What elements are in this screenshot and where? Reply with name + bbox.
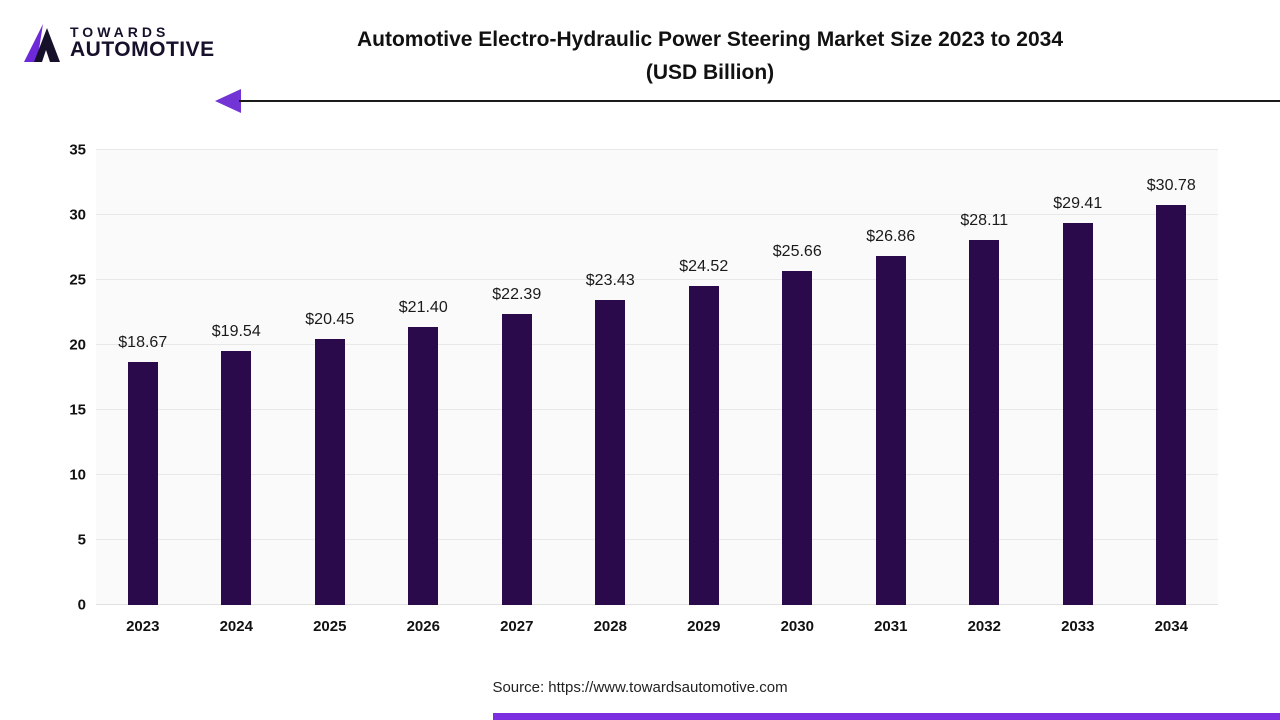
gridline xyxy=(96,604,1218,605)
gridline xyxy=(96,149,1218,150)
brand-logo-icon xyxy=(22,22,62,64)
y-tick-label: 20 xyxy=(69,336,86,354)
bar xyxy=(127,362,158,605)
plot-area: $18.67 2023 $19.54 2024 $20.45 2025 $21.40 2026… xyxy=(96,149,1219,650)
bar-column: $29.41 2033 xyxy=(1031,150,1125,635)
bar-value-label: $22.39 xyxy=(492,285,542,303)
bar-column: $30.78 2034 xyxy=(1125,150,1219,635)
bar-value-label: $30.78 xyxy=(1146,176,1196,194)
source-text: Source: https://www.towardsautomotive.co… xyxy=(492,679,788,696)
bar-column: $25.66 2030 xyxy=(751,150,845,635)
bar-column: $18.67 2023 xyxy=(96,150,190,635)
bottom-accent-strip xyxy=(492,713,1280,720)
x-tick-label: 2030 xyxy=(780,618,814,635)
bar xyxy=(1156,204,1187,605)
bar xyxy=(595,300,626,605)
y-axis: 0 5 10 15 20 25 30 35 xyxy=(58,142,96,614)
bar-value-label: $26.86 xyxy=(866,227,916,245)
bar-value-label: $19.54 xyxy=(211,322,261,340)
gridline xyxy=(96,279,1218,280)
bar xyxy=(875,255,906,605)
x-tick-label: 2024 xyxy=(219,618,253,635)
bar-column: $19.54 2024 xyxy=(190,150,284,635)
header: TOWARDS AUTOMOTIVE Automotive Electro-Hy… xyxy=(0,0,1280,120)
bar-value-label: $29.41 xyxy=(1053,194,1103,212)
x-tick-label: 2033 xyxy=(1061,618,1095,635)
bar-column: $28.11 2032 xyxy=(938,150,1032,635)
bar-column: $22.39 2027 xyxy=(470,150,564,635)
brand-logo-text: TOWARDS AUTOMOTIVE xyxy=(70,23,215,62)
gridline xyxy=(96,344,1218,345)
chart-title-line2: (USD Billion) xyxy=(645,60,775,84)
x-tick-label: 2027 xyxy=(500,618,534,635)
x-tick-label: 2032 xyxy=(967,618,1001,635)
bar xyxy=(969,239,1000,605)
bar-column: $21.40 2026 xyxy=(377,150,471,635)
x-tick-label: 2034 xyxy=(1154,618,1188,635)
chart-title: Automotive Electro-Hydraulic Power Steer… xyxy=(240,24,1180,89)
bar xyxy=(782,271,813,605)
bar-column: $23.43 2028 xyxy=(564,150,658,635)
brand-name-top: TOWARDS xyxy=(70,23,170,40)
bar-column: $26.86 2031 xyxy=(844,150,938,635)
bar-value-label: $25.66 xyxy=(772,243,822,261)
gridline xyxy=(96,214,1218,215)
gridline xyxy=(96,409,1218,410)
bar-value-label: $21.40 xyxy=(398,298,448,316)
bar xyxy=(688,286,719,605)
horizontal-rule xyxy=(239,100,1280,102)
brand-logo: TOWARDS AUTOMOTIVE xyxy=(22,22,215,64)
x-tick-label: 2029 xyxy=(687,618,721,635)
y-tick-label: 0 xyxy=(77,596,86,614)
bars-container: $18.67 2023 $19.54 2024 $20.45 2025 $21.40 2026… xyxy=(96,150,1219,635)
bar-value-label: $28.11 xyxy=(960,211,1009,229)
bar xyxy=(408,326,439,605)
bar-value-label: $18.67 xyxy=(118,334,168,352)
y-tick-label: 25 xyxy=(69,271,86,289)
y-tick-label: 10 xyxy=(69,466,86,484)
bar xyxy=(501,313,532,605)
bar xyxy=(221,350,252,605)
y-tick-label: 5 xyxy=(77,531,86,549)
bar-value-label: $20.45 xyxy=(305,311,355,329)
bar xyxy=(1062,222,1093,605)
x-tick-label: 2028 xyxy=(593,618,627,635)
x-tick-label: 2025 xyxy=(313,618,347,635)
bar-column: $20.45 2025 xyxy=(283,150,377,635)
bar-column: $24.52 2029 xyxy=(657,150,751,635)
bar xyxy=(314,339,345,605)
decorative-arrow-rule xyxy=(215,89,1280,113)
bar-value-label: $23.43 xyxy=(585,272,635,290)
bar-value-label: $24.52 xyxy=(679,258,729,276)
gridline xyxy=(96,539,1218,540)
x-tick-label: 2031 xyxy=(874,618,908,635)
y-tick-label: 30 xyxy=(69,206,86,224)
plot-background xyxy=(96,149,1218,605)
y-tick-label: 15 xyxy=(69,401,86,419)
x-tick-label: 2023 xyxy=(126,618,160,635)
bar-chart: 0 5 10 15 20 25 30 35 $18.67 2023 $19.54 2024 $20.4… xyxy=(58,142,1219,650)
chart-title-line1: Automotive Electro-Hydraulic Power Steer… xyxy=(356,28,1064,51)
x-tick-label: 2026 xyxy=(406,618,440,635)
brand-name-bottom: AUTOMOTIVE xyxy=(70,38,215,62)
y-tick-label: 35 xyxy=(69,141,86,159)
left-arrow-icon xyxy=(215,89,241,113)
gridline xyxy=(96,474,1218,475)
